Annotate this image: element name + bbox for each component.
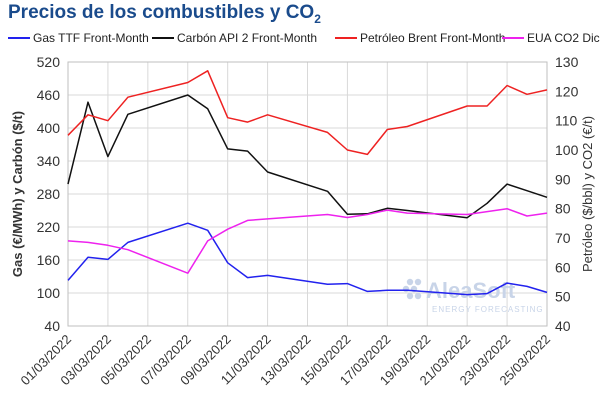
y-right-tick-label: 80 [555, 201, 571, 217]
y-left-tick-label: 40 [44, 318, 60, 334]
y-right-tick-label: 100 [555, 142, 579, 158]
y-right-tick-label: 70 [555, 230, 571, 246]
series-line-4 [67, 207, 548, 274]
y-right-tick-label: 50 [555, 289, 571, 305]
series-line-3 [67, 70, 548, 156]
y-left-tick-label: 520 [37, 54, 61, 70]
y-right-tick-label: 110 [555, 113, 578, 129]
watermark-dot [414, 292, 422, 300]
watermark-dot [406, 292, 414, 300]
y-axis-title-left: Gas (€/MWh) y Carbón ($/t) [10, 111, 25, 277]
y-left-tick-label: 340 [37, 153, 61, 169]
chart-title-main: Precios de los combustibles y CO [8, 2, 315, 23]
y-right-tick-label: 90 [555, 171, 571, 187]
y-right-tick-label: 40 [555, 318, 571, 334]
y-right-tick-label: 60 [555, 259, 571, 275]
legend-item: Petróleo Brent Front-Month [335, 31, 505, 45]
watermark-name: AleaSoft [426, 278, 516, 303]
legend-label: EUA CO2 Dic-22 [527, 31, 600, 45]
series-line-2 [67, 94, 548, 219]
watermark-logo: AleaSoft ENERGY FORECASTING [402, 278, 544, 314]
watermark-dot [406, 278, 414, 286]
legend-label: Petróleo Brent Front-Month [360, 31, 505, 45]
y-left-tick-label: 160 [37, 252, 61, 268]
y-axis-title-right: Petróleo ($/bbl) y CO2 (€/t) [580, 116, 595, 272]
legend-item: EUA CO2 Dic-22 [502, 31, 600, 45]
watermark-tagline: ENERGY FORECASTING [432, 305, 544, 314]
y-right-tick-label: 120 [555, 83, 579, 99]
legend-item: Carbón API 2 Front-Month [152, 31, 317, 45]
chart-title-subscript: 2 [314, 11, 321, 26]
watermark-dot [402, 285, 410, 293]
legend-item: Gas TTF Front-Month [8, 31, 149, 45]
legend-label: Carbón API 2 Front-Month [177, 31, 317, 45]
y-left-tick-label: 100 [37, 285, 61, 301]
plot-border [67, 61, 548, 327]
y-left-tick-label: 400 [37, 120, 61, 136]
series-line-1 [67, 222, 548, 296]
watermark-dot [414, 278, 422, 286]
y-left-tick-label: 460 [37, 87, 61, 103]
y-left-tick-label: 280 [37, 186, 61, 202]
y-left-tick-label: 220 [37, 219, 61, 235]
legend-label: Gas TTF Front-Month [33, 31, 149, 45]
chart-title: Precios de los combustibles y CO2 [8, 2, 321, 26]
y-right-tick-label: 130 [555, 54, 579, 70]
